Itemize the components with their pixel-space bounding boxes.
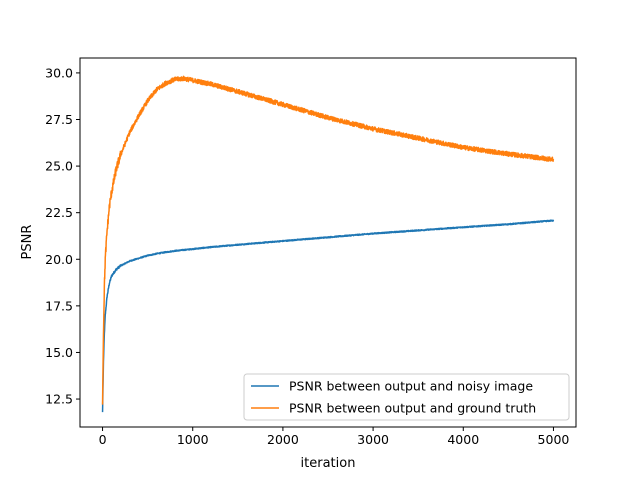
- y-tick-label: 15.0: [45, 345, 73, 360]
- y-tick-label: 30.0: [45, 65, 73, 80]
- y-tick-label: 12.5: [45, 392, 73, 407]
- y-tick-label: 25.0: [45, 159, 73, 174]
- x-tick-label: 4000: [447, 432, 479, 447]
- plot-lines: [101, 75, 555, 413]
- legend: PSNR between output and noisy image PSNR…: [243, 373, 570, 421]
- legend-label-noisy: PSNR between output and noisy image: [289, 379, 533, 394]
- series-line-noisy-image: [101, 219, 555, 413]
- y-axis: 12.5 15.0 17.5 20.0 22.5 25.0 27.5 30.0: [45, 65, 80, 407]
- y-tick-label: 20.0: [45, 252, 73, 267]
- x-tick-label: 5000: [538, 432, 570, 447]
- y-tick-label: 22.5: [45, 205, 73, 220]
- y-tick-label: 27.5: [45, 112, 73, 127]
- x-tick-label: 3000: [357, 432, 389, 447]
- legend-label-ground-truth: PSNR between output and ground truth: [289, 401, 536, 416]
- x-tick-label: 2000: [267, 432, 299, 447]
- legend-box: [243, 373, 570, 421]
- y-axis-label: PSNR: [20, 225, 35, 260]
- x-tick-label: 1000: [177, 432, 209, 447]
- x-axis-label: iteration: [301, 456, 356, 471]
- series-line-ground-truth: [101, 75, 555, 405]
- x-axis: 0 1000 2000 3000 4000 5000: [99, 427, 570, 447]
- y-tick-label: 17.5: [45, 298, 73, 313]
- x-tick-label: 0: [99, 432, 107, 447]
- plot-frame: [79, 57, 577, 428]
